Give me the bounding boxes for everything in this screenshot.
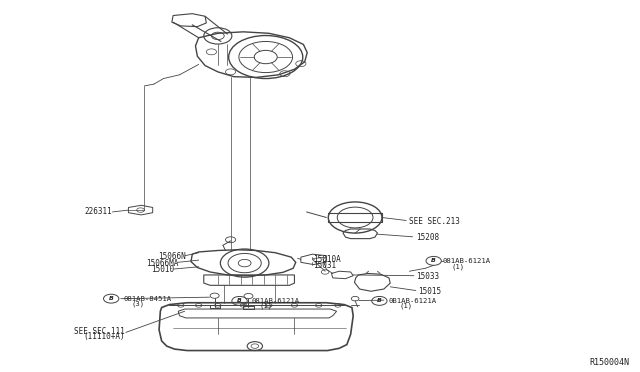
Text: 15033: 15033 (416, 272, 439, 281)
Text: B: B (109, 296, 113, 301)
Text: SEE SEC.111: SEE SEC.111 (74, 327, 125, 336)
Text: 15066N: 15066N (158, 252, 186, 261)
Text: 0B1AB-6121A: 0B1AB-6121A (389, 298, 437, 304)
Text: 081AB-8451A: 081AB-8451A (124, 296, 172, 302)
Text: R150004N: R150004N (589, 357, 630, 366)
Text: 081AB-6121A: 081AB-6121A (251, 298, 299, 304)
Text: B: B (377, 298, 382, 304)
Text: 15015: 15015 (418, 287, 441, 296)
Text: B: B (431, 259, 436, 263)
Text: SEE SEC.213: SEE SEC.213 (410, 217, 460, 226)
Text: 15010A: 15010A (314, 255, 341, 264)
Text: 15208: 15208 (416, 233, 439, 243)
Text: (11110+A): (11110+A) (84, 332, 125, 341)
Text: 15066MA: 15066MA (146, 259, 178, 267)
Text: (3): (3) (132, 301, 145, 307)
Text: (1): (1) (452, 263, 465, 270)
Text: 081AB-6121A: 081AB-6121A (443, 258, 491, 264)
Text: B: B (237, 298, 242, 304)
Text: 15010: 15010 (151, 265, 174, 274)
Text: 226311: 226311 (84, 208, 113, 217)
Text: 15031: 15031 (314, 261, 337, 270)
Text: (1): (1) (399, 303, 412, 310)
Text: (1): (1) (260, 303, 273, 310)
